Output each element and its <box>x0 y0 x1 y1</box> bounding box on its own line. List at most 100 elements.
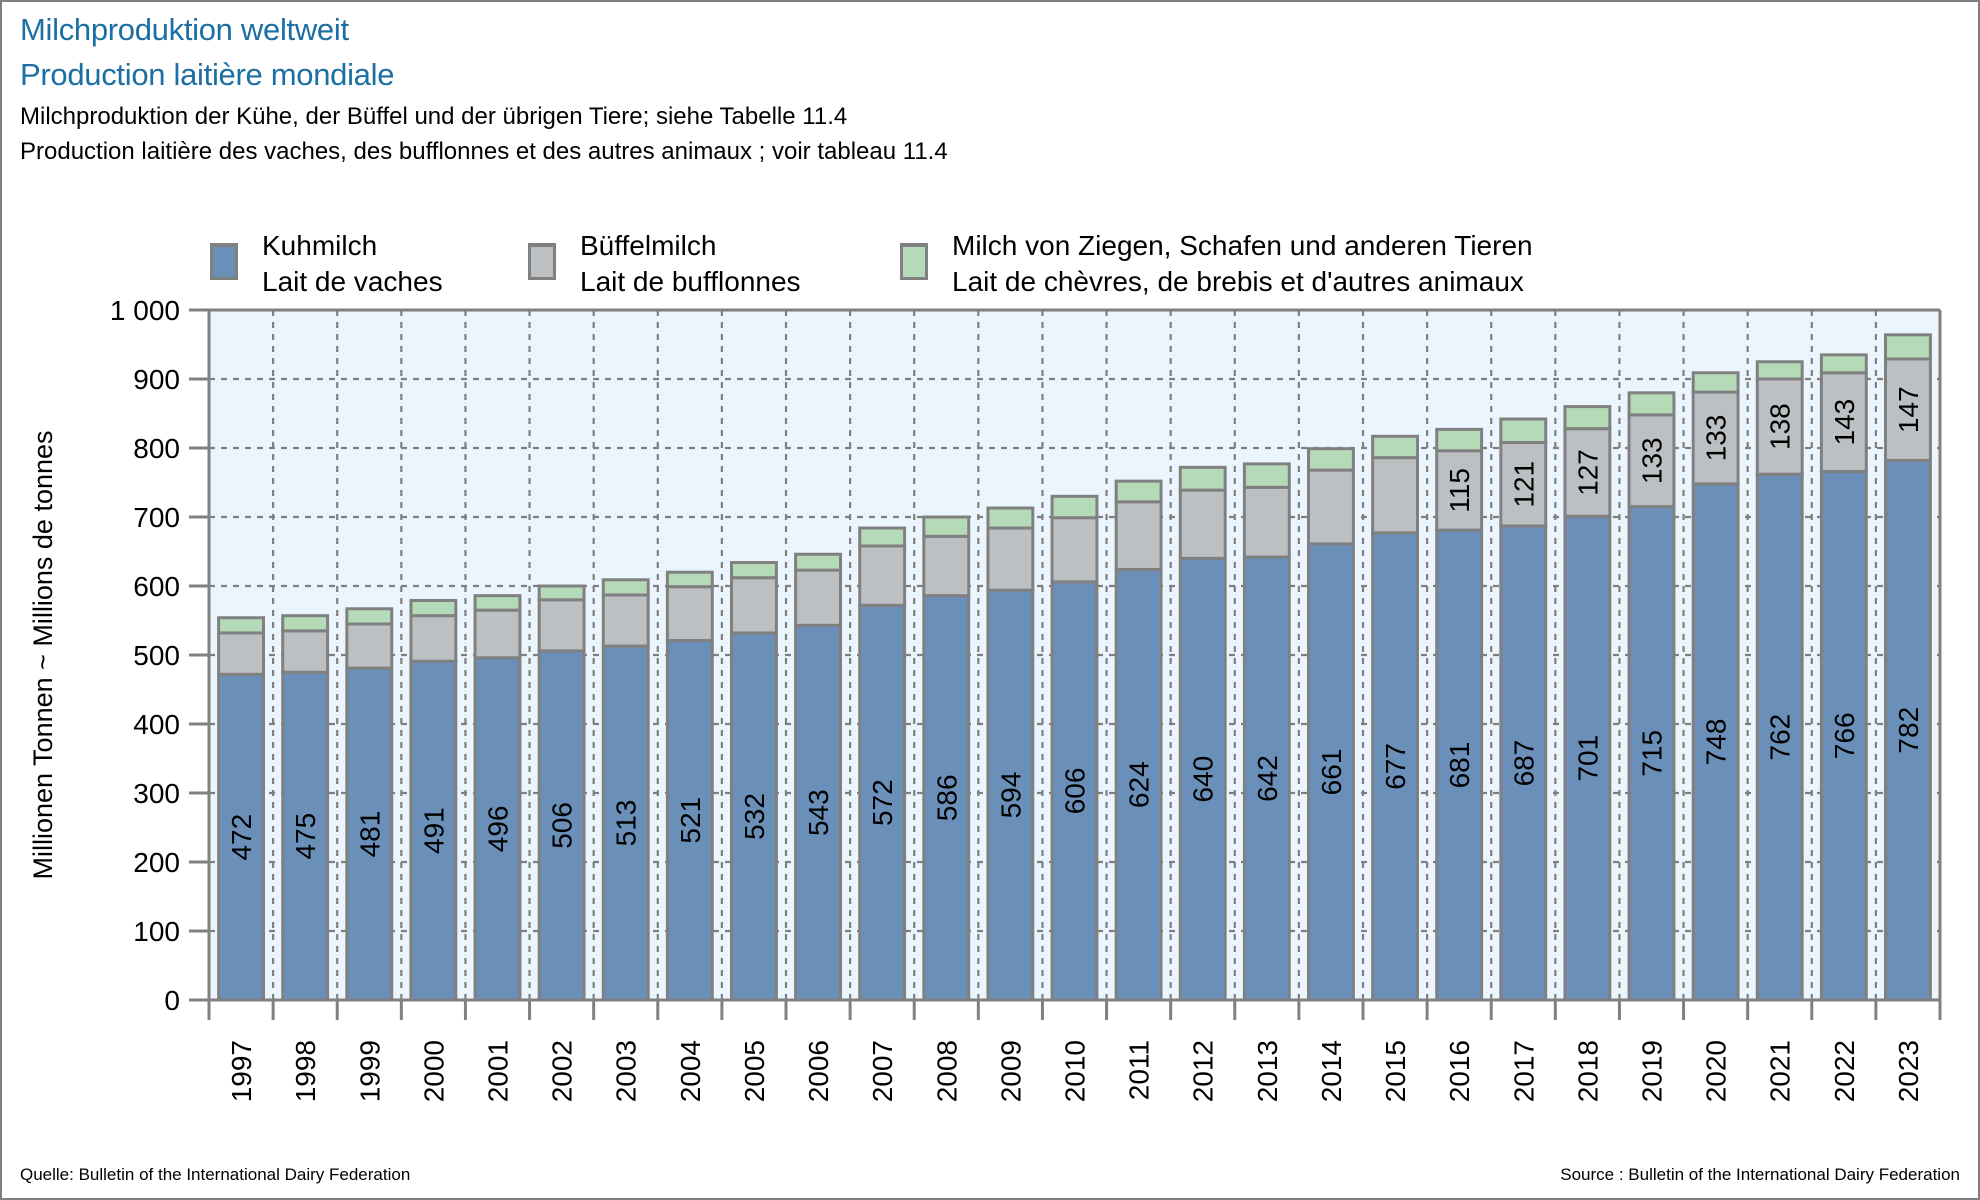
data-label: 762 <box>1765 714 1796 761</box>
data-label: 661 <box>1316 749 1347 796</box>
bar-segment <box>1307 447 1355 472</box>
x-tick-label: 2005 <box>739 1040 770 1102</box>
bar-segment <box>922 594 971 1002</box>
legend-label-fr: Lait de vaches <box>262 266 443 297</box>
bar-segment <box>601 578 650 597</box>
y-axis-title: Millionen Tonnen ~ Millions de tonnes <box>28 430 58 879</box>
bar-segment <box>345 607 394 626</box>
bar-segment <box>1884 333 1932 361</box>
x-tick-label: 2019 <box>1637 1040 1668 1102</box>
data-label: 766 <box>1829 712 1860 759</box>
bar-segment <box>1691 390 1740 486</box>
bar-segment <box>665 585 714 643</box>
data-label: 121 <box>1508 461 1539 508</box>
y-tick-label: 900 <box>133 364 180 395</box>
bar-segment <box>1371 456 1419 535</box>
data-label: 594 <box>995 772 1026 819</box>
legend-label: Büffelmilch Lait de bufflonnes <box>580 228 801 300</box>
data-label: 532 <box>739 793 770 840</box>
bar-segment <box>922 534 971 598</box>
bar-segment <box>1435 427 1484 453</box>
bar-segment <box>345 622 394 670</box>
y-tick-label: 400 <box>133 709 180 740</box>
bar-segment <box>281 670 330 1002</box>
bar-segment <box>665 570 714 589</box>
bar-segment <box>794 552 842 572</box>
bar-segment <box>1050 494 1099 520</box>
x-tick-label: 2014 <box>1316 1040 1347 1102</box>
y-tick-label: 600 <box>133 571 180 602</box>
bar-segment <box>473 656 522 1002</box>
x-tick-label: 2012 <box>1188 1040 1219 1102</box>
bar-segment <box>1884 458 1932 1002</box>
data-label: 677 <box>1380 743 1411 790</box>
x-tick-label: 2018 <box>1572 1040 1603 1102</box>
data-label: 681 <box>1444 742 1475 789</box>
source-note-de: Quelle: Bulletin of the International Da… <box>20 1165 411 1184</box>
bar-segment <box>1114 500 1163 571</box>
bar-segment <box>1050 580 1099 1002</box>
bar-segment <box>1627 391 1676 417</box>
legend-label-de: Kuhmilch <box>262 230 378 261</box>
axes: 0 100 200 300 400 500 600 700 800 900 1 000 1997 199… <box>110 295 1942 1102</box>
bar-segment <box>858 544 907 607</box>
bar-segment <box>922 515 971 538</box>
y-tick-label: 0 <box>164 985 180 1016</box>
bar-segment <box>1627 413 1676 509</box>
bar-segment <box>1178 556 1227 1002</box>
bar-segment <box>473 608 522 660</box>
data-label: 127 <box>1572 449 1603 496</box>
labels: 472 475 481 491 496 506 513 521 532 543 572 586 594 6… <box>226 386 1924 860</box>
source-note-fr: Source : Bulletin of the International D… <box>1560 1165 1960 1184</box>
bar-segment <box>858 526 907 548</box>
bar-segment <box>1371 434 1419 460</box>
y-tick-label: 700 <box>133 502 180 533</box>
bar-segment <box>1435 449 1484 532</box>
x-tick-label: 2006 <box>803 1040 834 1102</box>
bar-segment <box>473 594 522 612</box>
bar-segment <box>730 576 778 635</box>
x-tick-label: 2017 <box>1508 1040 1539 1102</box>
chart-title-fr: Production laitière mondiale <box>20 57 395 92</box>
y-tick-label: 200 <box>133 847 180 878</box>
bar-segment <box>1178 465 1227 492</box>
data-label: 506 <box>547 802 578 849</box>
x-tick-label: 2007 <box>867 1040 898 1102</box>
bar-segment <box>1114 479 1163 504</box>
bar-segment <box>1307 542 1355 1002</box>
x-tick-label: 2023 <box>1893 1040 1924 1102</box>
data-label: 138 <box>1765 403 1796 450</box>
bar-segment <box>1755 472 1804 1002</box>
data-label: 496 <box>483 806 514 853</box>
legend-swatch-other-milk <box>900 243 928 280</box>
data-label: 701 <box>1572 735 1603 782</box>
chart-subtitle-de: Milchproduktion der Kühe, der Büffel und… <box>20 103 848 130</box>
data-label: 782 <box>1893 707 1924 754</box>
x-tick-label: 1997 <box>226 1040 257 1102</box>
y-tick-label: 1 000 <box>110 295 180 326</box>
x-tick-label: 2015 <box>1380 1040 1411 1102</box>
data-label: 472 <box>226 814 257 861</box>
chart-subtitle-fr: Production laitière des vaches, des buff… <box>20 138 948 165</box>
data-label: 572 <box>867 779 898 826</box>
x-tick-label: 2004 <box>675 1040 706 1102</box>
y-tick-label: 800 <box>133 433 180 464</box>
bar-segment <box>1627 505 1676 1002</box>
bar-segment <box>1563 427 1612 518</box>
data-label: 624 <box>1124 761 1155 808</box>
x-tick-label: 1999 <box>354 1040 385 1102</box>
bar-segment <box>986 526 1035 592</box>
bar-segment <box>1499 417 1548 444</box>
data-label: 133 <box>1701 415 1732 462</box>
bar-segment <box>1755 377 1804 476</box>
x-tick-label: 2000 <box>418 1040 449 1102</box>
bar-segment <box>1307 468 1355 546</box>
y-tick-label: 100 <box>133 916 180 947</box>
x-tick-label: 2008 <box>931 1040 962 1102</box>
bar-segment <box>986 588 1035 1002</box>
x-tick-label: 2016 <box>1444 1040 1475 1102</box>
bar-segment <box>858 603 907 1002</box>
bar-segment <box>1371 531 1419 1002</box>
data-label: 606 <box>1060 768 1091 815</box>
